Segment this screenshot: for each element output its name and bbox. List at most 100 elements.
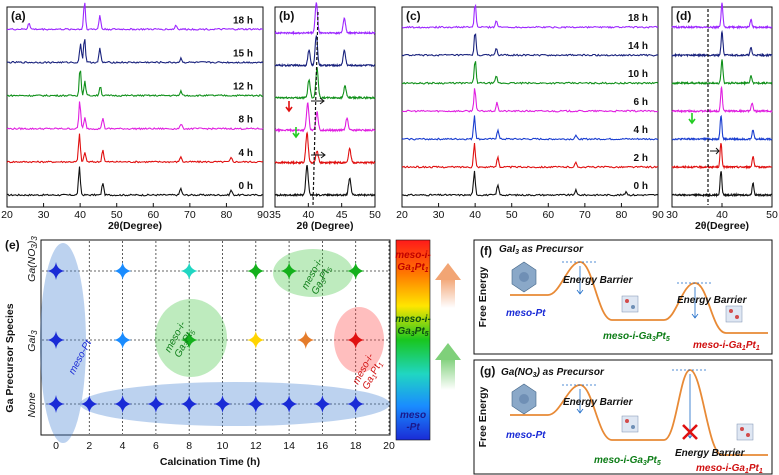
annotation-ga3pt5-right: meso-i-Ga3Pt5 (300, 256, 336, 297)
panel-e: 0 2 4 6 8 10 12 14 16 18 20 (e) Calcination Time (… (4, 236, 395, 468)
xtick-label: 40 (302, 209, 314, 221)
panel-f-title: GaI3 as Precursor (499, 244, 584, 256)
xtick-label: 50 (369, 209, 381, 221)
panel-f-energy-curve (510, 261, 768, 334)
panel-f-crystal-ga3pt5 (621, 295, 639, 313)
e-xtick-label: 6 (153, 440, 159, 452)
panel-e-points (47, 262, 365, 413)
sparkle-point-0h-GaNO33 (47, 262, 65, 280)
trace-d-14h (671, 29, 773, 58)
xrd-ticks: 20 30 40 50 60 70 80 90 35 40 45 50 20 30 40 50 60 70 80 90… (1, 203, 778, 221)
panel-g-crystal-pt (511, 383, 537, 415)
panel-d-arrow (710, 147, 720, 155)
panel-f-ylabel: Free Energy (477, 266, 489, 327)
panel-f: (f) GaI3 as Precursor Free Energy Energy… (473, 239, 773, 355)
trace-label-c-10h: 10 h (628, 69, 648, 80)
trace-b-0h (274, 164, 376, 198)
trace-label-a-18h: 18 h (233, 15, 253, 26)
panel-label-a: (a) (11, 9, 26, 23)
panel-e-frame (40, 239, 391, 436)
panel-b-arrow-2 (311, 97, 325, 105)
sparkle-point-4h-None (113, 395, 132, 413)
xtick-label: 80 (616, 209, 628, 221)
sparkle-point-12h-GaNO33 (246, 262, 265, 280)
xrd-trace-labels: 0 h 4 h 8 h 12 h 15 h 18 h 0 h 2 h 4 h 6 h 10 h 14 … (233, 13, 648, 192)
sparkle-point-18h-GaI3 (346, 331, 365, 349)
panel-d-green-down-arrow (688, 113, 696, 125)
xtick-label: 40 (469, 209, 481, 221)
trace-label-c-4h: 4 h (634, 125, 648, 136)
region-meso-pt-vertical (40, 243, 86, 443)
legend-bottom-label: meso -Pt (400, 410, 426, 433)
trace-label-a-12h: 12 h (233, 82, 253, 93)
trace-c-10h (401, 61, 659, 85)
trace-d-10h (671, 59, 773, 86)
xtick-label: 70 (579, 209, 591, 221)
panel-label-e: (e) (5, 238, 20, 252)
trace-c-6h (401, 88, 659, 113)
panel-f-barrier-arrow-2 (691, 287, 699, 319)
sparkle-point-14h-None (280, 395, 299, 413)
trace-d-18h (671, 2, 773, 30)
panel-g-energy-barrier-1: Energy Barrier (563, 397, 634, 408)
sparkle-point-16h-None (313, 395, 332, 413)
sparkle-point-10h-None (213, 395, 232, 413)
e-xtick-label: 8 (186, 440, 192, 452)
trace-label-a-15h: 15 h (233, 48, 253, 59)
trace-d-4h (671, 114, 773, 142)
ycat-none: None (26, 392, 38, 417)
legend-mid-label: meso-i-Ga3Pt5 (395, 314, 431, 338)
xlabel-a: 2θ(Degree) (108, 220, 162, 232)
panel-g-title: Ga(NO3) as Precursor (501, 367, 605, 379)
panel-g-blocked-cross-icon (682, 424, 698, 440)
trace-d-2h (671, 143, 773, 170)
xtick-label: 80 (221, 209, 233, 221)
e-xtick-label: 16 (317, 440, 329, 452)
panel-e-ticks: 0 2 4 6 8 10 12 14 16 18 20 (53, 440, 395, 452)
xtick-label: 90 (652, 209, 664, 221)
trace-c-18h (401, 3, 659, 29)
xtick-label: 70 (184, 209, 196, 221)
trace-d-6h (671, 85, 773, 114)
trace-c-4h (401, 115, 659, 141)
panel-g-energy-barrier-2: Energy Barrier (675, 448, 746, 459)
sparkle-point-0h-GaI3 (47, 331, 65, 349)
ycat-gano3: Ga(NO3)3 (26, 236, 39, 282)
trace-d-0h (671, 171, 773, 198)
trace-label-c-14h: 14 h (628, 41, 648, 52)
trace-b-12h (274, 67, 376, 100)
trace-a-15h (6, 39, 264, 64)
xtick-label: 50 (111, 209, 123, 221)
panel-g: (g) Ga(NO3) as Precursor Free Energy Ene… (473, 359, 773, 475)
e-xtick-label: 14 (283, 440, 295, 452)
ylabel-e: Ga Precursor Species (4, 303, 16, 412)
panel-b-dashed-line (312, 11, 319, 206)
panel-label-g: (g) (480, 364, 495, 378)
xtick-label: 30 (38, 209, 50, 221)
panel-g-ga3pt5: meso-i-Ga3Pt5 (594, 455, 661, 467)
region-ga3pt5-gano3 (273, 249, 353, 297)
trace-a-12h (6, 70, 263, 98)
xtick-label: 60 (542, 209, 554, 221)
e-xtick-label: 20 (383, 440, 395, 452)
sparkle-point-12h-None (246, 395, 265, 413)
xtick-label: 45 (336, 209, 348, 221)
xtick-label: 30 (433, 209, 445, 221)
panel-label-b: (b) (279, 9, 294, 23)
trace-a-4h (6, 133, 264, 164)
xrd-traces (6, 2, 773, 198)
xlabel-e: Calcination Time (h) (160, 456, 260, 468)
trace-c-2h (401, 143, 659, 169)
sparkle-point-6h-None (146, 395, 165, 413)
trace-b-4h (274, 131, 376, 166)
xtick-label: 35 (269, 209, 281, 221)
sparkle-point-12h-GaI3 (246, 331, 265, 349)
panel-c-frame (401, 6, 659, 208)
panel-f-crystal-pt (511, 261, 537, 293)
xtick-label: 20 (1, 209, 13, 221)
panel-g-ga1pt1: meso-i-Ga1Pt1 (696, 463, 763, 475)
trace-c-14h (401, 33, 659, 57)
trace-label-c-2h: 2 h (634, 153, 648, 164)
panel-label-c: (c) (406, 9, 421, 23)
trace-a-0h (6, 166, 264, 197)
